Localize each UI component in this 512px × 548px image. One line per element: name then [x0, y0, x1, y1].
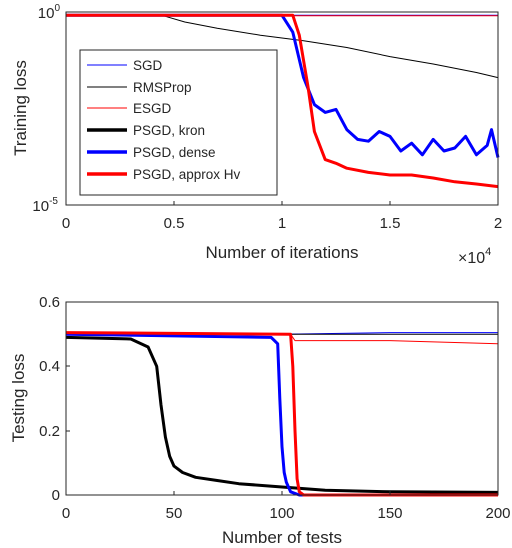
training-loss-panel: 100 10-5 0 0.5 1 1.5 2 Number of iterati… [11, 3, 502, 267]
legend-label: PSGD, dense [133, 145, 216, 160]
legend-entry-psgd-kron: PSGD, kron [87, 123, 205, 138]
top-xtick-label-2: 1 [278, 215, 286, 232]
top-ytick-1: 100 [38, 3, 61, 22]
bottom-plot-frame [65, 301, 499, 496]
bottom-xtick-label-3: 150 [377, 505, 402, 522]
train-psgd-approx-hv-line [66, 13, 499, 189]
bottom-ytick-label-1: 0.2 [39, 423, 60, 440]
bottom-y-axis-label: Testing loss [9, 354, 28, 443]
testing-loss-series [65, 331, 499, 497]
bottom-ytick-label-0: 0 [52, 487, 60, 504]
top-y-axis-label: Training loss [11, 60, 30, 156]
legend-label: PSGD, approx Hv [133, 167, 241, 182]
test-psgd-approx-hv-line [65, 331, 498, 497]
bottom-ytick-label-2: 0.4 [39, 358, 60, 375]
bottom-xtick-label-2: 100 [269, 505, 294, 522]
top-x-axis-label: Number of iterations [205, 243, 358, 262]
legend: SGD RMSProp ESGD PSGD, kron PSGD, dense … [79, 49, 278, 196]
legend-entry-rmsprop: RMSProp [87, 80, 192, 95]
test-psgd-kron-line [65, 335, 499, 494]
bottom-y-axis-ticks: 0 0.2 0.4 0.6 [39, 294, 70, 504]
legend-entry-esgd: ESGD [87, 101, 172, 116]
top-x-axis-ticks: 0 0.5 1 1.5 2 [62, 201, 502, 232]
train-psgd-dense-line [66, 13, 500, 158]
bottom-xtick-label-4: 200 [485, 505, 510, 522]
bottom-xtick-label-1: 50 [166, 505, 183, 522]
legend-label: RMSProp [133, 80, 192, 95]
top-xtick-label-0: 0 [62, 215, 70, 232]
legend-label: SGD [133, 58, 163, 73]
test-psgd-dense-line [65, 332, 498, 497]
top-x-exponent-label: ×104 [458, 246, 491, 267]
legend-box [79, 49, 278, 196]
bottom-xtick-label-0: 0 [62, 505, 70, 522]
legend-label: PSGD, kron [133, 123, 205, 138]
top-xtick-label-1: 0.5 [164, 215, 185, 232]
top-ytick-2: 10-5 [32, 196, 58, 215]
top-xtick-label-3: 1.5 [380, 215, 401, 232]
bottom-x-axis-ticks: 0 50 100 150 200 [62, 491, 511, 522]
legend-entry-psgd-approx-hv: PSGD, approx Hv [87, 167, 241, 182]
bottom-x-axis-label: Number of tests [222, 528, 342, 547]
bottom-ytick-label-3: 0.6 [39, 294, 60, 311]
testing-loss-panel: 0 0.2 0.4 0.6 0 50 100 150 200 Number of… [9, 294, 511, 547]
legend-entry-psgd-dense: PSGD, dense [87, 145, 216, 160]
legend-entry-sgd: SGD [87, 58, 163, 73]
top-xtick-label-4: 2 [494, 215, 502, 232]
legend-label: ESGD [133, 101, 172, 116]
training-loss-series [66, 13, 500, 189]
